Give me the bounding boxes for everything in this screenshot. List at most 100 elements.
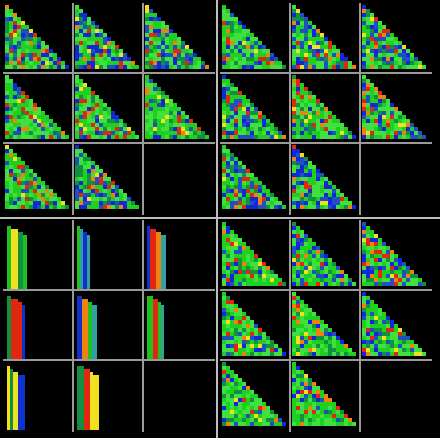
matrix-pixel: [37, 57, 41, 61]
matrix-pixel: [25, 177, 29, 181]
matrix-pixel: [230, 197, 234, 201]
matrix-pixel: [254, 135, 258, 139]
matrix-pixel: [292, 107, 296, 111]
matrix-pixel: [246, 135, 250, 139]
matrix-pixel: [308, 270, 312, 274]
matrix-pixel: [274, 278, 278, 282]
matrix-pixel: [362, 292, 366, 296]
matrix-pixel: [362, 17, 366, 21]
matrix-pixel: [328, 352, 332, 356]
matrix-pixel: [115, 127, 119, 131]
matrix-pixel: [258, 414, 262, 418]
matrix-pixel: [13, 111, 17, 115]
matrix-pixel: [234, 336, 238, 340]
matrix-pixel: [296, 177, 300, 181]
matrix-pixel: [189, 49, 193, 53]
matrix-pixel: [386, 103, 390, 107]
matrix-pixel: [300, 153, 304, 157]
matrix-pixel: [127, 197, 131, 201]
matrix-pixel: [131, 135, 135, 139]
matrix-pixel: [296, 402, 300, 406]
matrix-pixel: [304, 115, 308, 119]
matrix-pixel: [9, 149, 13, 153]
matrix-pixel: [189, 61, 193, 65]
matrix-pixel: [21, 193, 25, 197]
matrix-pixel: [254, 37, 258, 41]
matrix-pixel: [25, 111, 29, 115]
matrix-pixel: [246, 61, 250, 65]
matrix-pixel: [91, 37, 95, 41]
matrix-pixel: [226, 57, 230, 61]
matrix-pixel: [362, 21, 366, 25]
matrix-pixel: [238, 336, 242, 340]
matrix-pixel: [292, 316, 296, 320]
matrix-pixel: [320, 193, 324, 197]
matrix-pixel: [370, 274, 374, 278]
matrix-pixel: [362, 324, 366, 328]
matrix-pixel: [99, 33, 103, 37]
matrix-pixel: [304, 37, 308, 41]
matrix-pixel: [340, 340, 344, 344]
matrix-pixel: [254, 45, 258, 49]
matrix-pixel: [242, 390, 246, 394]
matrix-pixel: [197, 57, 201, 61]
matrix-pixel: [177, 111, 181, 115]
matrix-pixel: [9, 173, 13, 177]
matrix-pixel: [131, 61, 135, 65]
matrix-pixel: [17, 201, 21, 205]
matrix-pixel: [312, 201, 316, 205]
matrix-pixel: [324, 344, 328, 348]
matrix-pixel: [278, 135, 282, 139]
matrix-pixel: [278, 61, 282, 65]
matrix-pixel: [226, 370, 230, 374]
matrix-pixel: [226, 197, 230, 201]
matrix-cell: [77, 366, 99, 430]
matrix-pixel: [320, 61, 324, 65]
matrix-pixel: [344, 135, 348, 139]
matrix-pixel: [308, 422, 312, 426]
matrix-pixel: [222, 378, 226, 382]
matrix-pixel: [79, 205, 83, 209]
matrix-pixel: [374, 336, 378, 340]
matrix-pixel: [75, 161, 79, 165]
matrix-pixel: [386, 250, 390, 254]
matrix-pixel: [13, 135, 17, 139]
matrix-pixel: [149, 45, 153, 49]
matrix-pixel: [270, 201, 274, 205]
matrix-pixel: [45, 185, 49, 189]
matrix-pixel: [169, 29, 173, 33]
matrix-pixel: [238, 386, 242, 390]
matrix-pixel: [91, 181, 95, 185]
matrix-pixel: [382, 348, 386, 352]
matrix-pixel: [21, 169, 25, 173]
matrix-pixel: [378, 340, 382, 344]
matrix-pixel: [292, 274, 296, 278]
matrix-pixel: [254, 402, 258, 406]
matrix-pixel: [296, 230, 300, 234]
matrix-pixel: [262, 119, 266, 123]
matrix-pixel: [336, 274, 340, 278]
matrix-pixel: [242, 282, 246, 286]
matrix-pixel: [222, 79, 226, 83]
matrix-pixel: [149, 103, 153, 107]
matrix-pixel: [37, 111, 41, 115]
matrix-pixel: [145, 57, 149, 61]
matrix-pixel: [123, 135, 127, 139]
matrix-pixel: [312, 258, 316, 262]
matrix-pixel: [332, 262, 336, 266]
matrix-pixel: [111, 193, 115, 197]
matrix-pixel: [21, 205, 25, 209]
matrix-pixel: [33, 197, 37, 201]
matrix-pixel: [238, 29, 242, 33]
matrix-pixel: [197, 127, 201, 131]
matrix-pixel: [296, 111, 300, 115]
matrix-pixel: [262, 61, 266, 65]
matrix-pixel: [362, 332, 366, 336]
matrix-pixel: [226, 308, 230, 312]
matrix-pixel: [370, 127, 374, 131]
matrix-pixel: [234, 193, 238, 197]
matrix-pixel: [324, 282, 328, 286]
bar-stripe: [161, 235, 166, 290]
matrix-pixel: [234, 103, 238, 107]
matrix-pixel: [49, 61, 53, 65]
